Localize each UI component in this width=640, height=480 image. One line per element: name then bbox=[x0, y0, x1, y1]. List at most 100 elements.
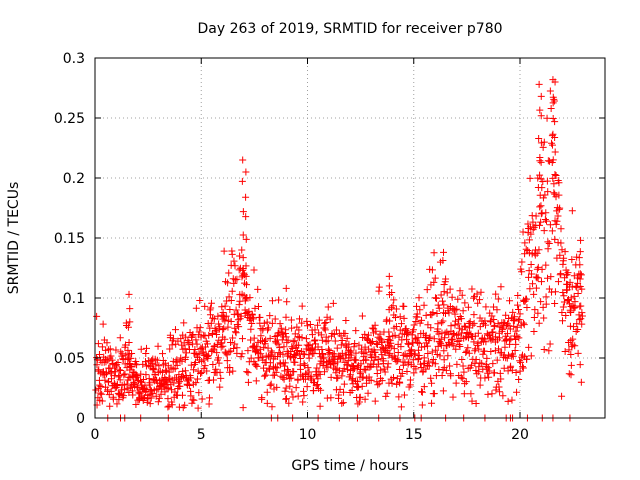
data-point bbox=[238, 246, 246, 254]
data-point bbox=[149, 364, 157, 372]
data-point bbox=[457, 373, 465, 381]
data-point bbox=[181, 401, 189, 409]
data-point bbox=[115, 372, 123, 380]
data-point bbox=[267, 347, 275, 355]
data-point bbox=[487, 336, 495, 344]
data-point bbox=[389, 373, 397, 381]
data-point bbox=[223, 357, 231, 365]
data-point bbox=[321, 368, 329, 376]
data-point bbox=[554, 278, 562, 286]
data-point bbox=[437, 291, 445, 299]
data-point bbox=[118, 390, 126, 398]
data-point bbox=[95, 351, 103, 359]
data-point bbox=[282, 284, 290, 292]
data-point bbox=[277, 324, 285, 332]
data-point bbox=[317, 386, 325, 394]
data-point bbox=[98, 343, 106, 351]
data-point bbox=[551, 190, 559, 198]
data-point bbox=[525, 236, 533, 244]
data-point bbox=[209, 314, 217, 322]
data-point bbox=[146, 379, 154, 387]
data-point bbox=[316, 402, 324, 410]
data-point bbox=[576, 282, 584, 290]
data-point bbox=[552, 220, 560, 228]
data-point bbox=[247, 354, 255, 362]
data-point bbox=[476, 381, 484, 389]
data-point bbox=[488, 390, 496, 398]
data-point bbox=[308, 345, 316, 353]
data-point bbox=[120, 371, 128, 379]
data-point bbox=[504, 330, 512, 338]
data-point bbox=[514, 301, 522, 309]
data-point bbox=[431, 360, 439, 368]
data-point bbox=[295, 326, 303, 334]
data-point bbox=[169, 335, 177, 343]
data-point bbox=[515, 315, 523, 323]
data-point bbox=[124, 323, 132, 331]
data-point bbox=[181, 345, 189, 353]
data-point bbox=[228, 250, 236, 258]
data-point bbox=[515, 305, 523, 313]
data-point bbox=[268, 319, 276, 327]
data-point bbox=[257, 350, 265, 358]
data-point bbox=[308, 331, 316, 339]
data-point bbox=[205, 400, 213, 408]
data-point bbox=[125, 290, 133, 298]
data-point bbox=[414, 355, 422, 363]
data-point bbox=[549, 130, 557, 138]
data-point bbox=[335, 391, 343, 399]
data-point bbox=[227, 297, 235, 305]
data-point bbox=[216, 383, 224, 391]
data-point bbox=[177, 335, 185, 343]
data-point bbox=[287, 316, 295, 324]
data-point bbox=[135, 389, 143, 397]
data-point bbox=[578, 320, 586, 328]
data-point bbox=[530, 328, 538, 336]
data-point bbox=[377, 366, 385, 374]
data-point bbox=[417, 364, 425, 372]
data-point bbox=[295, 315, 303, 323]
data-point bbox=[556, 204, 564, 212]
data-point bbox=[352, 327, 360, 335]
data-point bbox=[474, 299, 482, 307]
data-point bbox=[216, 368, 224, 376]
data-point bbox=[238, 350, 246, 358]
data-point bbox=[386, 317, 394, 325]
data-point bbox=[507, 335, 515, 343]
data-point bbox=[504, 351, 512, 359]
data-point bbox=[282, 333, 290, 341]
data-point bbox=[373, 369, 381, 377]
data-point bbox=[470, 319, 478, 327]
data-point bbox=[177, 354, 185, 362]
data-point bbox=[335, 353, 343, 361]
data-point bbox=[422, 365, 430, 373]
data-point bbox=[93, 312, 101, 320]
data-point bbox=[456, 287, 464, 295]
data-point bbox=[282, 395, 290, 403]
data-point bbox=[519, 364, 527, 372]
data-point bbox=[513, 323, 521, 331]
data-point bbox=[385, 306, 393, 314]
data-point bbox=[448, 293, 456, 301]
data-point bbox=[439, 387, 447, 395]
data-point bbox=[484, 364, 492, 372]
data-point bbox=[191, 360, 199, 368]
data-point bbox=[337, 341, 345, 349]
data-point bbox=[403, 352, 411, 360]
data-point bbox=[460, 322, 468, 330]
data-point bbox=[239, 208, 247, 216]
data-point bbox=[490, 316, 498, 324]
data-point bbox=[490, 369, 498, 377]
data-point bbox=[231, 276, 239, 284]
data-point bbox=[124, 355, 132, 363]
data-point bbox=[462, 349, 470, 357]
data-point bbox=[356, 393, 364, 401]
y-tick-label: 0.05 bbox=[54, 351, 85, 367]
data-point bbox=[551, 288, 559, 296]
data-point bbox=[544, 238, 552, 246]
data-point bbox=[281, 362, 289, 370]
data-point bbox=[358, 312, 366, 320]
data-point bbox=[268, 349, 276, 357]
data-point bbox=[385, 328, 393, 336]
